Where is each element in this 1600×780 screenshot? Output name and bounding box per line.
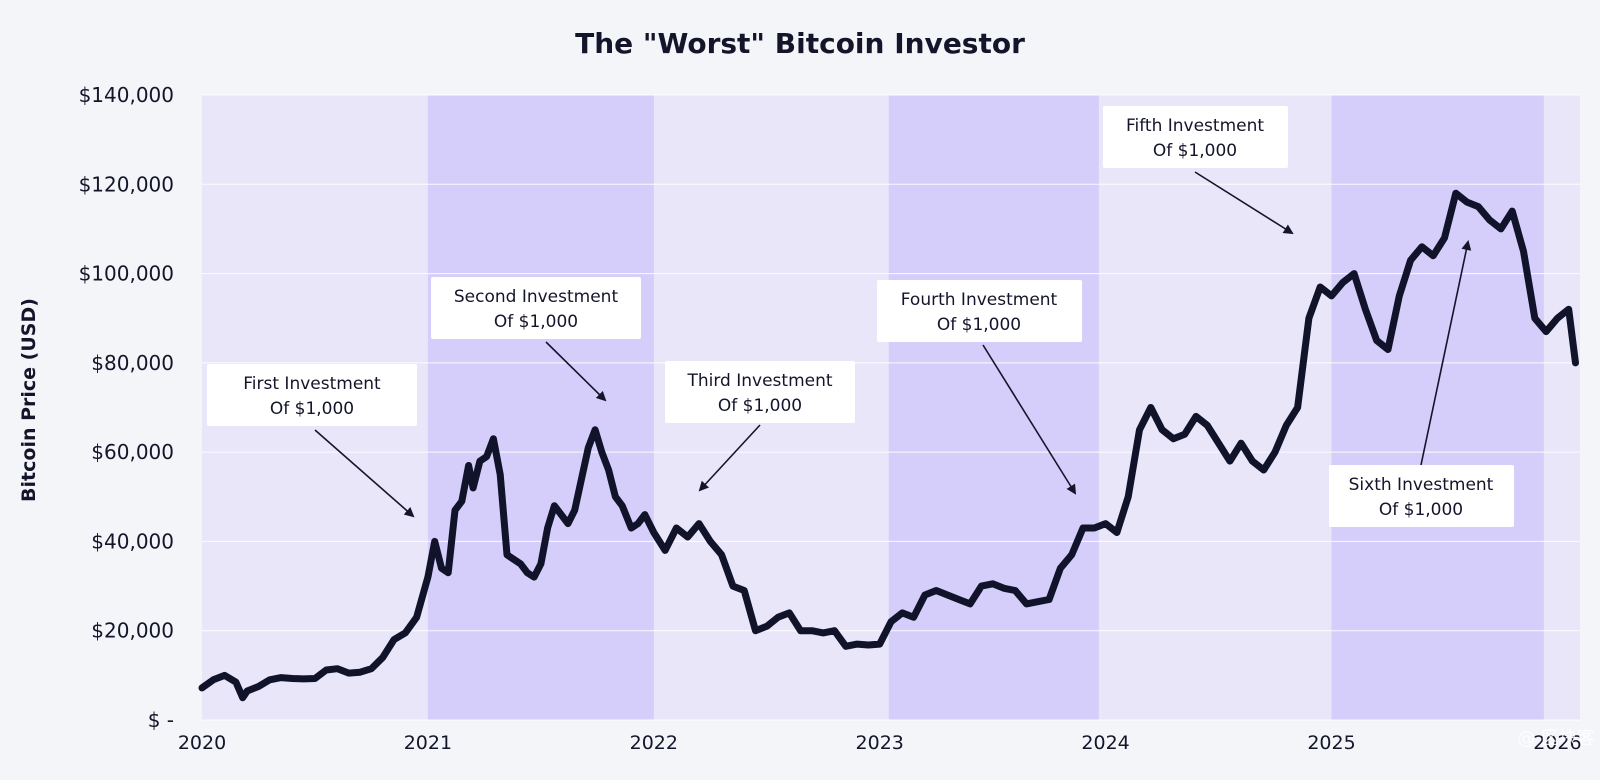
annotation-box bbox=[877, 280, 1082, 342]
annotation-line2: Of $1,000 bbox=[494, 312, 578, 332]
annotation-line1: Second Investment bbox=[454, 287, 619, 307]
y-axis-label: Bitcoin Price (USD) bbox=[18, 298, 40, 502]
annotation-line1: Sixth Investment bbox=[1349, 475, 1494, 495]
annotation-box bbox=[431, 277, 641, 339]
annotation-2: Second Investment Of $1,000 bbox=[431, 277, 641, 402]
annotation-5: Fifth Investment Of $1,000 bbox=[1103, 106, 1294, 235]
shaded-period-1 bbox=[427, 95, 654, 720]
annotation-line2: Of $1,000 bbox=[1379, 500, 1463, 520]
y-tick-label: $20,000 bbox=[91, 619, 174, 643]
x-tick-label: 2024 bbox=[1081, 732, 1129, 754]
annotation-line2: Of $1,000 bbox=[1153, 141, 1237, 161]
price-line bbox=[198, 189, 1579, 702]
annotation-arrow bbox=[1194, 171, 1294, 235]
x-tick-label: 2023 bbox=[856, 732, 904, 754]
annotation-arrow bbox=[314, 429, 415, 518]
annotation-4: Fourth Investment Of $1,000 bbox=[877, 280, 1082, 495]
y-tick-label: $100,000 bbox=[79, 262, 174, 286]
annotation-box bbox=[207, 364, 417, 426]
x-tick-label: 2026 bbox=[1533, 732, 1581, 754]
watermark: @ 区块客 bbox=[1517, 728, 1595, 749]
annotation-box bbox=[665, 361, 855, 423]
x-tick-label: 2021 bbox=[404, 732, 452, 754]
annotation-6: Sixth Investment Of $1,000 bbox=[1329, 240, 1514, 527]
chart-title: The "Worst" Bitcoin Investor bbox=[575, 27, 1025, 60]
annotation-arrow bbox=[545, 341, 607, 402]
x-axis-ticks: 2020 2021 2022 2023 2024 2025 2026 bbox=[178, 732, 1582, 754]
annotation-arrow bbox=[1420, 240, 1472, 466]
annotation-line2: Of $1,000 bbox=[270, 399, 354, 419]
y-axis-ticks: $ - $20,000 $40,000 $60,000 $80,000 $100,000 $… bbox=[79, 83, 174, 732]
plot-area bbox=[202, 95, 1580, 720]
x-tick-label: 2025 bbox=[1307, 732, 1355, 754]
annotation-box bbox=[1103, 106, 1288, 168]
y-tick-label: $140,000 bbox=[79, 83, 174, 107]
grid-lines bbox=[202, 94, 1580, 721]
annotation-line2: Of $1,000 bbox=[718, 396, 802, 416]
annotation-3: Third Investment Of $1,000 bbox=[665, 361, 855, 492]
y-tick-label: $40,000 bbox=[91, 529, 174, 553]
y-tick-label: $ - bbox=[148, 708, 174, 732]
y-tick-label: $60,000 bbox=[91, 440, 174, 464]
shaded-period-3 bbox=[1331, 95, 1544, 720]
x-tick-label: 2022 bbox=[630, 732, 678, 754]
y-tick-label: $80,000 bbox=[91, 351, 174, 375]
annotation-line1: First Investment bbox=[243, 374, 381, 394]
annotation-arrow bbox=[982, 344, 1077, 495]
shaded-period-2 bbox=[888, 95, 1099, 720]
annotation-line1: Fourth Investment bbox=[901, 290, 1058, 310]
annotation-line2: Of $1,000 bbox=[937, 315, 1021, 335]
annotation-1: First Investment Of $1,000 bbox=[207, 364, 417, 518]
annotation-arrow bbox=[698, 424, 761, 492]
annotation-line1: Third Investment bbox=[686, 371, 832, 391]
x-tick-label: 2020 bbox=[178, 732, 226, 754]
price-series bbox=[198, 189, 1579, 702]
annotation-line1: Fifth Investment bbox=[1126, 116, 1264, 136]
y-tick-label: $120,000 bbox=[79, 172, 174, 196]
annotation-box bbox=[1329, 465, 1514, 527]
